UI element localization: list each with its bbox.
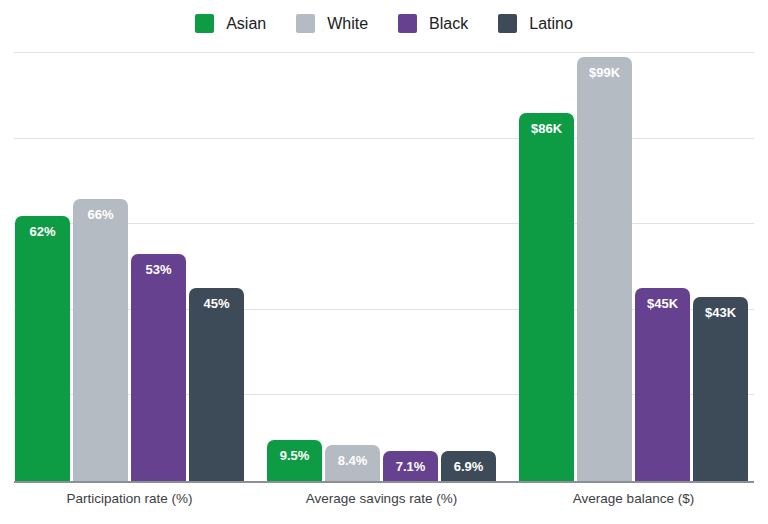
legend-label: Asian <box>226 16 266 32</box>
bar-group-average-balance: $86K$99K$45K$43KAverage balance ($) <box>519 53 748 481</box>
bar-black-participation-rate: 53% <box>131 254 186 481</box>
bar-latino-average-balance: $43K <box>693 297 748 481</box>
legend-item-asian: Asian <box>195 14 266 33</box>
legend-item-white: White <box>296 14 368 33</box>
bar-group-average-savings-rate: 9.5%8.4%7.1%6.9%Average savings rate (%) <box>267 53 496 481</box>
bar-value-label: 53% <box>131 263 186 276</box>
category-label: Participation rate (%) <box>15 492 244 506</box>
x-axis-line <box>14 481 754 483</box>
category-label: Average balance ($) <box>519 492 748 506</box>
legend-label: Latino <box>529 16 573 32</box>
legend-swatch-white <box>296 14 315 33</box>
legend-item-latino: Latino <box>498 14 573 33</box>
legend-label: Black <box>429 16 468 32</box>
bar-black-average-balance: $45K <box>635 288 690 481</box>
bar-asian-participation-rate: 62% <box>15 216 70 481</box>
legend-swatch-latino <box>498 14 517 33</box>
legend-swatch-black <box>398 14 417 33</box>
bar-asian-average-savings-rate: 9.5% <box>267 440 322 481</box>
legend-swatch-asian <box>195 14 214 33</box>
bar-value-label: 8.4% <box>325 454 380 467</box>
category-label: Average savings rate (%) <box>267 492 496 506</box>
bar-white-participation-rate: 66% <box>73 199 128 481</box>
bar-value-label: 66% <box>73 208 128 221</box>
bar-value-label: 62% <box>15 225 70 238</box>
bar-value-label: $45K <box>635 297 690 310</box>
bar-value-label: 7.1% <box>383 460 438 473</box>
chart-legend: Asian White Black Latino <box>0 14 768 33</box>
bar-value-label: $43K <box>693 306 748 319</box>
plot-area: 62%66%53%45%Participation rate (%)9.5%8.… <box>14 53 754 481</box>
bar-white-average-balance: $99K <box>577 57 632 481</box>
bar-value-label: 9.5% <box>267 449 322 462</box>
bar-asian-average-balance: $86K <box>519 113 574 481</box>
bar-black-average-savings-rate: 7.1% <box>383 451 438 481</box>
bar-value-label: 6.9% <box>441 460 496 473</box>
bar-latino-participation-rate: 45% <box>189 288 244 481</box>
bar-latino-average-savings-rate: 6.9% <box>441 451 496 481</box>
legend-label: White <box>327 16 368 32</box>
bar-groups: 62%66%53%45%Participation rate (%)9.5%8.… <box>15 53 748 481</box>
bar-value-label: $86K <box>519 122 574 135</box>
bar-value-label: $99K <box>577 66 632 79</box>
legend-item-black: Black <box>398 14 468 33</box>
bar-group-participation-rate: 62%66%53%45%Participation rate (%) <box>15 53 244 481</box>
bar-value-label: 45% <box>189 297 244 310</box>
grouped-bar-chart: Asian White Black Latino 62%66% 53% 45% Partic… <box>0 0 768 524</box>
bar-white-average-savings-rate: 8.4% <box>325 445 380 481</box>
